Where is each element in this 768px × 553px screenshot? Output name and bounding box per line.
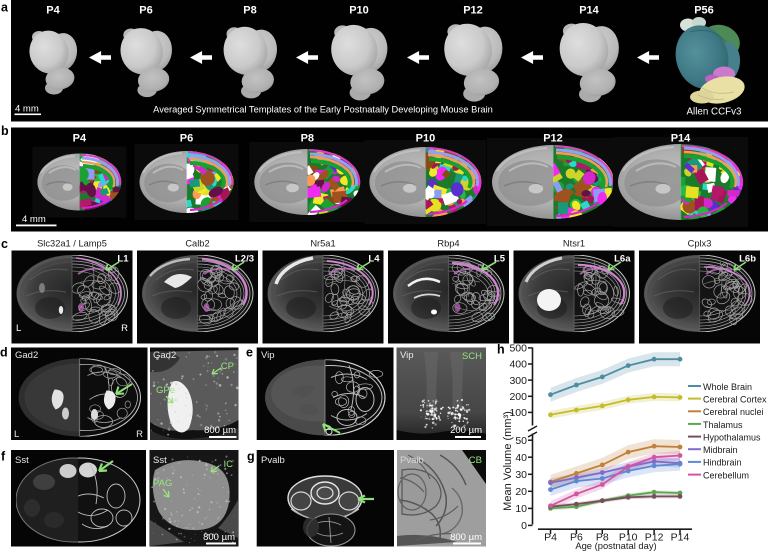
svg-text:Sst: Sst xyxy=(153,455,167,466)
svg-text:P4: P4 xyxy=(73,133,87,145)
svg-text:Vip: Vip xyxy=(400,350,414,361)
svg-text:200 µm: 200 µm xyxy=(450,425,482,436)
svg-text:800 µm: 800 µm xyxy=(204,425,236,436)
svg-text:Hypothalamus: Hypothalamus xyxy=(703,432,761,442)
svg-text:L6a: L6a xyxy=(614,254,631,265)
svg-text:Allen CCFv3: Allen CCFv3 xyxy=(687,107,743,118)
svg-text:P8: P8 xyxy=(243,5,256,17)
svg-text:P12: P12 xyxy=(645,532,664,544)
svg-text:d: d xyxy=(0,346,8,360)
svg-text:Averaged Symmetrical Templates: Averaged Symmetrical Templates of the Ea… xyxy=(153,105,493,115)
svg-text:g: g xyxy=(247,450,255,464)
svg-text:4 mm: 4 mm xyxy=(15,104,39,115)
svg-text:Cerebral nuclei: Cerebral nuclei xyxy=(703,407,764,417)
svg-text:P8: P8 xyxy=(301,133,314,145)
svg-text:SCH: SCH xyxy=(462,351,482,362)
svg-text:Pvalb: Pvalb xyxy=(261,455,285,466)
svg-text:Rbp4: Rbp4 xyxy=(437,239,459,249)
svg-text:Vip: Vip xyxy=(261,350,275,361)
svg-text:L1: L1 xyxy=(117,254,129,265)
svg-text:P56: P56 xyxy=(694,5,714,17)
svg-text:L2/3: L2/3 xyxy=(235,254,254,265)
svg-text:R: R xyxy=(136,429,143,440)
svg-text:L4: L4 xyxy=(368,254,380,265)
svg-text:L: L xyxy=(16,323,21,334)
svg-text:100: 100 xyxy=(509,407,527,419)
svg-text:Cplx3: Cplx3 xyxy=(688,239,712,249)
svg-text:P14: P14 xyxy=(671,133,691,145)
svg-text:R: R xyxy=(121,323,128,334)
svg-text:Age (postnatal day): Age (postnatal day) xyxy=(575,540,656,551)
svg-text:Calb2: Calb2 xyxy=(185,239,209,249)
svg-text:Cerebral Cortex: Cerebral Cortex xyxy=(703,394,767,404)
svg-text:P10: P10 xyxy=(416,133,436,145)
svg-text:400: 400 xyxy=(509,359,527,371)
svg-text:40: 40 xyxy=(515,452,527,464)
svg-text:P4: P4 xyxy=(544,532,557,544)
svg-text:CP: CP xyxy=(221,361,234,372)
svg-text:Nr5a1: Nr5a1 xyxy=(310,239,335,249)
svg-text:P14: P14 xyxy=(671,532,690,544)
svg-text:Ntsr1: Ntsr1 xyxy=(563,239,585,249)
svg-text:b: b xyxy=(1,124,9,138)
svg-text:P10: P10 xyxy=(349,5,369,17)
svg-text:GPe: GPe xyxy=(156,385,175,396)
svg-text:P12: P12 xyxy=(463,5,483,17)
svg-text:Whole Brain: Whole Brain xyxy=(703,382,752,392)
svg-text:P6: P6 xyxy=(139,5,152,17)
svg-text:L5: L5 xyxy=(494,254,506,265)
svg-text:a: a xyxy=(1,1,9,15)
svg-text:P10: P10 xyxy=(619,532,638,544)
svg-text:Gad2: Gad2 xyxy=(153,350,176,361)
svg-text:0: 0 xyxy=(521,520,527,532)
svg-text:Pvalb: Pvalb xyxy=(400,455,424,466)
svg-text:L6b: L6b xyxy=(739,254,756,265)
svg-text:P14: P14 xyxy=(579,5,599,17)
svg-text:Cerebellum: Cerebellum xyxy=(703,470,749,480)
svg-text:Sst: Sst xyxy=(15,455,29,466)
svg-text:P8: P8 xyxy=(596,532,609,544)
svg-text:20: 20 xyxy=(515,486,527,498)
svg-text:30: 30 xyxy=(515,469,527,481)
svg-text:500: 500 xyxy=(509,343,527,355)
svg-text:P6: P6 xyxy=(570,532,583,544)
svg-text:f: f xyxy=(1,450,6,464)
svg-text:10: 10 xyxy=(515,503,527,515)
svg-text:Hindbrain: Hindbrain xyxy=(703,458,742,468)
svg-text:h: h xyxy=(497,343,505,357)
svg-text:Mean Volume (mm³): Mean Volume (mm³) xyxy=(502,411,514,511)
svg-text:50: 50 xyxy=(515,435,527,447)
svg-text:P4: P4 xyxy=(46,5,60,17)
svg-text:4 mm: 4 mm xyxy=(22,214,46,225)
svg-text:800 µm: 800 µm xyxy=(203,532,235,543)
svg-text:IC: IC xyxy=(224,459,234,470)
svg-text:e: e xyxy=(246,346,253,360)
svg-text:PAG: PAG xyxy=(153,478,172,489)
svg-text:P6: P6 xyxy=(180,133,193,145)
svg-text:800 µm: 800 µm xyxy=(450,532,482,543)
svg-text:CB: CB xyxy=(469,455,482,466)
svg-text:P12: P12 xyxy=(543,133,563,145)
svg-text:Thalamus: Thalamus xyxy=(703,420,743,430)
svg-text:Gad2: Gad2 xyxy=(15,350,38,361)
svg-text:Slc32a1 / Lamp5: Slc32a1 / Lamp5 xyxy=(37,239,107,249)
svg-text:Midbrain: Midbrain xyxy=(703,445,738,455)
svg-text:c: c xyxy=(1,237,8,251)
svg-text:L: L xyxy=(14,429,19,440)
svg-text:200: 200 xyxy=(509,391,527,403)
svg-text:300: 300 xyxy=(509,375,527,387)
